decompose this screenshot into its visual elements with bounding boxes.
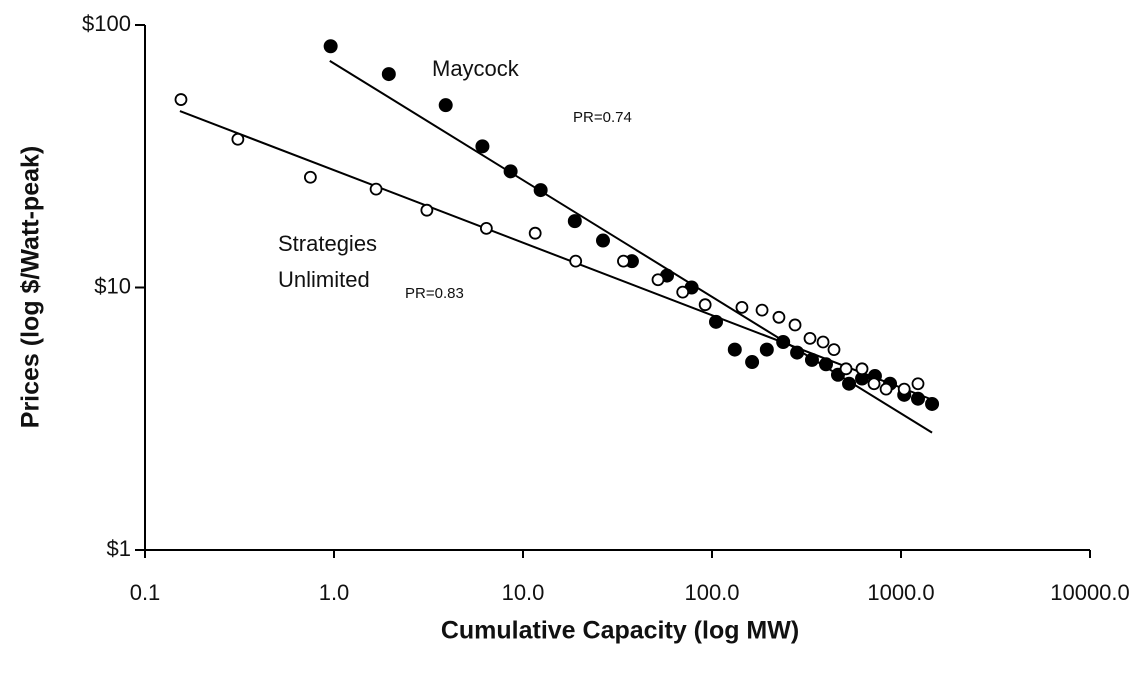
annotation: PR=0.74 xyxy=(573,109,632,126)
data-point xyxy=(759,342,774,357)
series-label: Strategies Unlimited xyxy=(278,231,378,292)
data-point xyxy=(867,377,881,391)
data-point xyxy=(479,221,493,235)
data-point xyxy=(617,254,630,268)
data-point xyxy=(911,377,925,391)
x-tick-label: 0.1 xyxy=(130,580,161,605)
fit-line xyxy=(329,60,933,434)
data-point xyxy=(567,214,582,229)
data-point xyxy=(651,273,665,287)
data-point xyxy=(503,164,518,179)
x-tick-label: 100.0 xyxy=(684,580,739,605)
y-tick-label: $100 xyxy=(82,11,131,36)
x-tick-label: 1.0 xyxy=(319,580,350,605)
data-point xyxy=(735,300,749,314)
x-axis-label: Cumulative Capacity (log MW) xyxy=(441,617,799,645)
fit-line xyxy=(179,110,933,401)
data-point xyxy=(698,298,712,312)
data-point xyxy=(676,285,690,299)
y-tick-label: $1 xyxy=(107,536,131,561)
data-point xyxy=(174,93,188,106)
data-point xyxy=(803,331,817,345)
data-point xyxy=(816,335,830,349)
data-point xyxy=(727,342,742,357)
y-tick-label: $10 xyxy=(94,273,131,298)
x-tick-label: 10000.0 xyxy=(1050,580,1130,605)
data-point xyxy=(879,382,893,396)
data-point xyxy=(925,396,940,411)
data-point xyxy=(475,139,490,154)
y-axis-label: Prices (log $/Watt-peak) xyxy=(17,146,45,428)
data-point xyxy=(745,355,760,370)
data-point xyxy=(569,254,583,268)
data-point xyxy=(231,132,245,146)
data-point xyxy=(839,362,853,376)
x-tick-label: 10.0 xyxy=(502,580,545,605)
data-point xyxy=(420,203,434,217)
data-point xyxy=(842,376,857,391)
data-point xyxy=(855,362,869,376)
data-point xyxy=(528,226,542,240)
data-point xyxy=(303,170,317,184)
data-point xyxy=(827,343,841,357)
data-point xyxy=(438,98,453,113)
data-point xyxy=(897,382,911,396)
data-point xyxy=(369,182,383,196)
data-point xyxy=(755,303,769,317)
data-point xyxy=(323,39,338,54)
x-tick-label: 1000.0 xyxy=(867,580,934,605)
data-point xyxy=(381,67,396,82)
data-point xyxy=(788,318,802,332)
series-label: Maycock xyxy=(432,56,520,81)
annotation: PR=0.83 xyxy=(405,285,464,302)
data-point xyxy=(595,233,610,248)
data-point xyxy=(772,310,786,324)
data-point xyxy=(533,183,548,198)
